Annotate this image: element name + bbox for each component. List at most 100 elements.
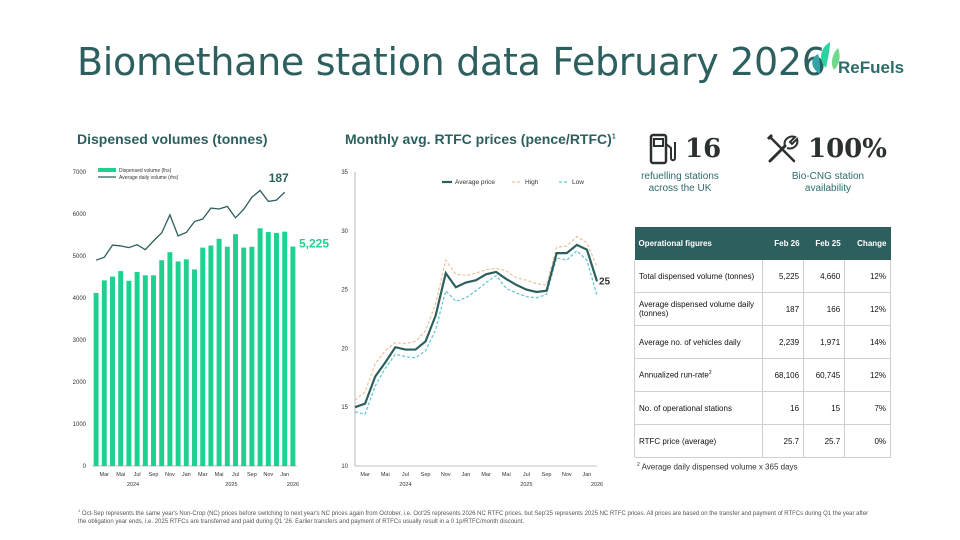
table-row: Average dispensed volume daily (tonnes) 1… — [634, 292, 891, 326]
table-footnote-text: Average daily dispensed volume x 365 day… — [639, 462, 798, 472]
x-tick-label: Jan — [182, 472, 191, 478]
table-cell-label: Average no. of vehicles daily — [634, 325, 763, 359]
tools-icon — [766, 133, 799, 163]
y-tick-label: 2000 — [73, 380, 87, 386]
table-cell-feb25-text: 15 — [831, 403, 841, 413]
volume-bar — [142, 275, 148, 466]
table-cell-label-text: No. of operational stations — [639, 403, 732, 413]
table-row: No. of operational stations 16 15 7% — [634, 391, 891, 425]
table-cell-feb26-text: 25.7 — [783, 436, 800, 446]
table-cell-feb26-text: 68,106 — [774, 370, 800, 380]
x-tick-label: Sep — [542, 472, 552, 478]
x-tick-label: Jul — [134, 472, 141, 478]
legend-line-label: Average daily volume (rhs) — [119, 175, 179, 181]
x-tick-label: Mar — [100, 472, 110, 478]
logo-text: ReFuels — [838, 58, 905, 77]
y-tick-label: 7000 — [73, 170, 87, 176]
rtfc-series-line — [354, 235, 598, 401]
volume-bar — [249, 246, 255, 466]
y-tick-label: 1000 — [73, 422, 87, 428]
daily-volume-line — [95, 189, 286, 261]
x-tick-label: Jul — [402, 472, 409, 478]
y-tick-label: 20 — [341, 346, 348, 352]
kpi-availability-label-2: availability — [804, 183, 852, 194]
x-tick-label: Sep — [247, 472, 257, 478]
table-cell-feb25: 60,745 — [803, 358, 846, 392]
volume-chart-title: Dispensed volumes (tonnes) — [77, 131, 268, 147]
table-cell-change: 0% — [844, 424, 891, 458]
table-cell-change-text: 12% — [869, 271, 886, 281]
y-tick-label: 6000 — [73, 212, 87, 218]
kpi-stations-value: 16 — [685, 134, 722, 164]
year-label: 2025 — [520, 482, 532, 488]
y-tick-label: 5000 — [73, 254, 87, 260]
volume-bar — [274, 232, 279, 466]
table-cell-label: Average dispensed volume daily (tonnes) — [634, 292, 763, 326]
rtfc-series-line — [354, 249, 598, 415]
year-label: 2025 — [225, 482, 237, 488]
table-header-label: Operational figures — [634, 227, 763, 260]
volume-bar — [265, 232, 271, 466]
legend-label: High — [525, 179, 539, 186]
table-cell-label-text: Annualized run-rate — [639, 370, 709, 380]
rtfc-chart-title-text: Monthly avg. RTFC prices (pence/RTFC) — [345, 131, 612, 147]
table-cell-feb26-text: 187 — [785, 304, 800, 314]
table-cell-label-text: RTFC price (average) — [639, 436, 717, 446]
fuel-pump-icon — [649, 133, 676, 165]
year-label: 2024 — [127, 482, 139, 488]
volume-bar — [224, 246, 230, 466]
volume-bar — [241, 247, 247, 466]
x-tick-label: Nov — [441, 472, 451, 478]
y-tick-label: 3000 — [73, 338, 87, 344]
operational-figures-table: Operational figures Feb 26 Feb 25 Change… — [634, 227, 891, 458]
table-cell-feb26-text: 5,225 — [779, 271, 800, 281]
y-tick-label: 0 — [83, 464, 87, 470]
legend-label: Average price — [455, 179, 495, 186]
page-footnote: 1 Oct-Sep represents the same year's Non… — [78, 507, 878, 526]
table-cell-label-text: Average no. of vehicles daily — [639, 337, 741, 347]
page-footnote-sup: 1 — [78, 508, 81, 513]
table-cell-feb26: 187 — [762, 292, 805, 326]
volume-bar — [183, 259, 189, 466]
volume-bar — [233, 234, 238, 466]
x-tick-label: Jul — [232, 472, 239, 478]
table-cell-feb25-text: 1,971 — [820, 337, 841, 347]
volume-bar — [282, 231, 288, 466]
legend-bar-label: Dispensed volume (lhs) — [119, 168, 172, 174]
kpi-availability-label-1: Bio-CNG station — [791, 171, 865, 182]
volume-bar — [93, 292, 99, 466]
last-bar-label: 5,225 — [299, 237, 329, 251]
table-cell-feb25: 166 — [803, 292, 846, 326]
year-label: 2026 — [591, 482, 603, 488]
table-cell-label-text: Total dispensed volume (tonnes) — [639, 271, 755, 281]
table-cell-change: 14% — [844, 325, 891, 359]
y-tick-label: 25 — [341, 288, 348, 294]
kpi-stations-label-1: refuelling stations — [641, 171, 719, 182]
x-tick-label: Mar — [198, 472, 208, 478]
last-price-label: 25.7 — [599, 276, 610, 287]
table-cell-feb25-text: 60,745 — [815, 370, 841, 380]
table-cell-label: No. of operational stations — [634, 391, 763, 425]
table-cell-label-sup: 2 — [708, 370, 712, 377]
x-tick-label: Mar — [360, 472, 370, 478]
table-header-change: Change — [844, 227, 891, 260]
y-tick-label: 35 — [341, 170, 348, 176]
volume-bar — [151, 275, 156, 466]
table-cell-feb25: 1,971 — [803, 325, 846, 359]
table-cell-label-text: Average dispensed volume daily (tonnes) — [639, 300, 755, 318]
table-cell-change-text: 12% — [869, 304, 886, 314]
x-tick-label: Sep — [421, 472, 431, 478]
volume-bar — [126, 280, 132, 466]
page-title: Biomethane station data February 2026 — [77, 40, 826, 84]
table-cell-change: 7% — [844, 391, 891, 425]
refuels-logo: ReFuels — [808, 38, 918, 80]
table-header-row: Operational figures Feb 26 Feb 25 Change — [634, 227, 891, 260]
table-cell-feb25: 4,660 — [803, 260, 846, 293]
table-footnote-sup: 2 — [637, 462, 640, 468]
table-cell-feb26-text: 2,239 — [779, 337, 800, 347]
year-label: 2024 — [399, 482, 411, 488]
table-cell-change-text: 0% — [874, 436, 886, 446]
rtfc-chart-title-sup: 1 — [611, 133, 616, 141]
last-line-label: 187 — [269, 171, 289, 185]
